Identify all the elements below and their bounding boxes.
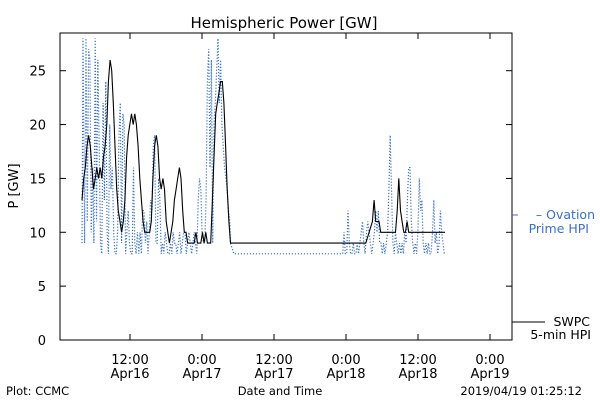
x-tick-label-date-3: Apr18 <box>326 367 365 382</box>
x-tick-label-time-3: 0:00 <box>331 353 360 368</box>
plot-frame <box>59 32 513 341</box>
y-tick-label-10: 10 <box>29 226 46 241</box>
y-tick-label-20: 20 <box>29 119 46 134</box>
x-axis: 12:00Apr160:00Apr1712:00Apr170:00Apr1812… <box>110 33 510 382</box>
x-tick-label-date-5: Apr19 <box>470 367 509 382</box>
x-tick-label-date-2: Apr17 <box>254 367 293 382</box>
x-tick-label-time-4: 12:00 <box>399 353 436 368</box>
plot-credit: Plot: CCMC <box>6 384 69 398</box>
series-line-ovation-prime-hpi <box>81 38 445 255</box>
x-tick-label-time-0: 12:00 <box>111 353 148 368</box>
x-tick-label-date-0: Apr16 <box>110 367 149 382</box>
legend-swpc-line1: SWPC <box>553 314 590 329</box>
x-tick-label-date-4: Apr18 <box>398 367 437 382</box>
x-tick-label-time-2: 12:00 <box>255 353 292 368</box>
y-axis-label: P [GW] <box>7 163 22 208</box>
x-tick-label-time-5: 0:00 <box>475 353 504 368</box>
legend-swpc-line2: 5-min HPI <box>530 327 591 342</box>
chart-title: Hemispheric Power [GW] <box>191 14 378 32</box>
plot-series-group <box>81 38 445 255</box>
x-tick-label-time-1: 0:00 <box>187 353 216 368</box>
legend-ovation-line2: Prime HPI <box>529 221 589 236</box>
x-tick-label-date-1: Apr17 <box>182 367 221 382</box>
y-tick-label-5: 5 <box>38 280 46 295</box>
plot-timestamp: 2019/04/19 01:25:12 <box>460 384 582 398</box>
y-axis: 0 5 10 15 20 25 <box>29 65 512 349</box>
x-axis-label: Date and Time <box>238 384 323 398</box>
y-tick-label-25: 25 <box>29 65 46 80</box>
y-tick-label-0: 0 <box>38 334 46 349</box>
y-tick-label-15: 15 <box>29 172 46 187</box>
legend-ovation-line1: – Ovation <box>536 207 595 222</box>
series-line-swpc-5min-hpi <box>81 59 445 244</box>
